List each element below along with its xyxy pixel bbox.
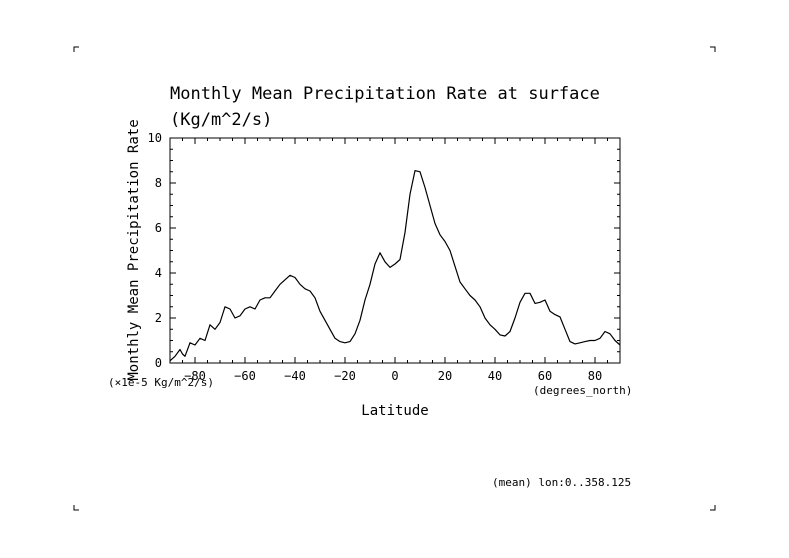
y-tick-label: 6 [155,221,162,235]
averaging-annotation: (mean) lon:0..358.125 [492,476,631,489]
x-tick-label: −60 [234,369,256,383]
y-axis-ticks: 0 2 4 6 8 10 [148,131,620,370]
corner-mark-top-right [710,46,716,52]
chart-title-units: (Kg/m^2/s) [170,110,272,130]
y-tick-label: 4 [155,266,162,280]
y-tick-label: 2 [155,311,162,325]
y-axis-units: (×1e-5 Kg/m^2/s) [108,376,214,389]
corner-mark-bottom-right [710,505,716,511]
x-tick-label: 60 [538,369,552,383]
x-tick-label: 0 [391,369,398,383]
x-axis-ticks: −80 −60 −40 −20 0 20 40 60 80 [169,138,621,383]
x-tick-label: 40 [488,369,502,383]
plot-frame [169,137,621,364]
y-tick-label: 10 [148,131,162,145]
corner-mark-bottom-left [73,505,79,511]
x-tick-label: −80 [184,369,206,383]
x-tick-label: −20 [334,369,356,383]
corner-marks [73,46,716,511]
series-line-precipitation [169,170,621,362]
x-tick-label: 80 [588,369,602,383]
x-tick-label: 20 [438,369,452,383]
y-axis-label: Monthly Mean Precipitation Rate [126,119,142,380]
y-tick-label: 0 [155,356,162,370]
x-tick-label: −40 [284,369,306,383]
x-axis-units: (degrees_north) [533,384,632,397]
y-tick-label: 8 [155,176,162,190]
corner-mark-top-left [73,46,79,52]
x-axis-label: Latitude [361,403,428,419]
chart-title: Monthly Mean Precipitation Rate at surfa… [170,84,600,104]
